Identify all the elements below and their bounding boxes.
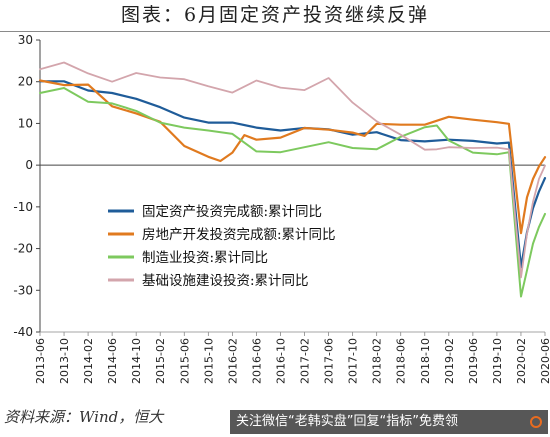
y-tick-label: -40 bbox=[13, 325, 33, 339]
y-tick-label: 10 bbox=[18, 116, 33, 130]
y-tick-label: -30 bbox=[13, 283, 33, 297]
x-tick-label: 2014-06 bbox=[106, 338, 119, 384]
x-tick-label: 2015-02 bbox=[154, 338, 167, 384]
x-tick-label: 2013-06 bbox=[34, 338, 47, 384]
title-divider bbox=[0, 31, 550, 32]
brand-logo-icon bbox=[530, 416, 542, 428]
watermark-text: 关注微信“老韩实盘”回复“指标”免费领 bbox=[236, 414, 458, 429]
series-line-4 bbox=[39, 61, 546, 279]
x-tick-label: 2016-02 bbox=[226, 338, 239, 384]
y-tick-label: 30 bbox=[18, 33, 33, 47]
x-tick-label: 2013-10 bbox=[58, 338, 71, 384]
y-tick-label: 0 bbox=[25, 158, 33, 172]
source-note: 资料来源：Wind，恒大 bbox=[4, 408, 164, 426]
x-tick-label: 2019-10 bbox=[491, 338, 504, 384]
legend-label-3: 制造业投资:累计同比 bbox=[142, 250, 268, 266]
legend-label-4: 基础设施建设投资:累计同比 bbox=[142, 272, 309, 289]
x-tick-label: 2018-02 bbox=[371, 338, 384, 384]
y-tick-label: 20 bbox=[18, 75, 33, 89]
x-tick-label: 2016-10 bbox=[274, 338, 287, 384]
x-tick-label: 2019-06 bbox=[467, 338, 480, 384]
chart-title: 图表：6月固定资产投资继续反弹 bbox=[120, 4, 430, 26]
legend-label-2: 房地产开发投资完成额:累计同比 bbox=[142, 227, 336, 243]
legend-label-1: 固定资产投资完成额:累计同比 bbox=[142, 204, 322, 220]
x-tick-label: 2017-10 bbox=[347, 338, 360, 384]
x-tick-label: 2017-06 bbox=[323, 338, 336, 384]
x-tick-label: 2014-10 bbox=[130, 338, 143, 384]
x-tick-label: 2015-10 bbox=[202, 338, 215, 384]
x-tick-label: 2020-06 bbox=[539, 338, 550, 384]
x-tick-label: 2016-06 bbox=[250, 338, 263, 384]
series-line-3 bbox=[39, 87, 546, 298]
line-chart: -40 -30 -20 -10 0 10 20 30 2013-06 2013-10 2014-02… bbox=[13, 33, 550, 384]
y-tick-label: -10 bbox=[13, 200, 33, 214]
x-tick-label: 2019-02 bbox=[443, 338, 456, 384]
x-tick-label: 2017-02 bbox=[299, 338, 312, 384]
x-tick-label: 2018-10 bbox=[419, 338, 432, 384]
y-tick-label: -20 bbox=[13, 242, 33, 256]
watermark-banner: 关注微信“老韩实盘”回复“指标”免费领 bbox=[230, 410, 548, 434]
x-tick-label: 2018-06 bbox=[395, 338, 408, 384]
x-tick-label: 2015-06 bbox=[178, 338, 191, 384]
x-tick-label: 2014-02 bbox=[82, 338, 95, 384]
x-tick-label: 2020-02 bbox=[515, 338, 528, 384]
